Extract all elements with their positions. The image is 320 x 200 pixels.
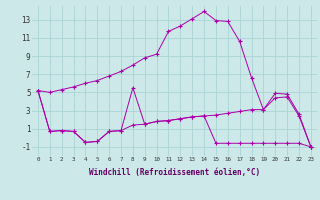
X-axis label: Windchill (Refroidissement éolien,°C): Windchill (Refroidissement éolien,°C)	[89, 168, 260, 177]
